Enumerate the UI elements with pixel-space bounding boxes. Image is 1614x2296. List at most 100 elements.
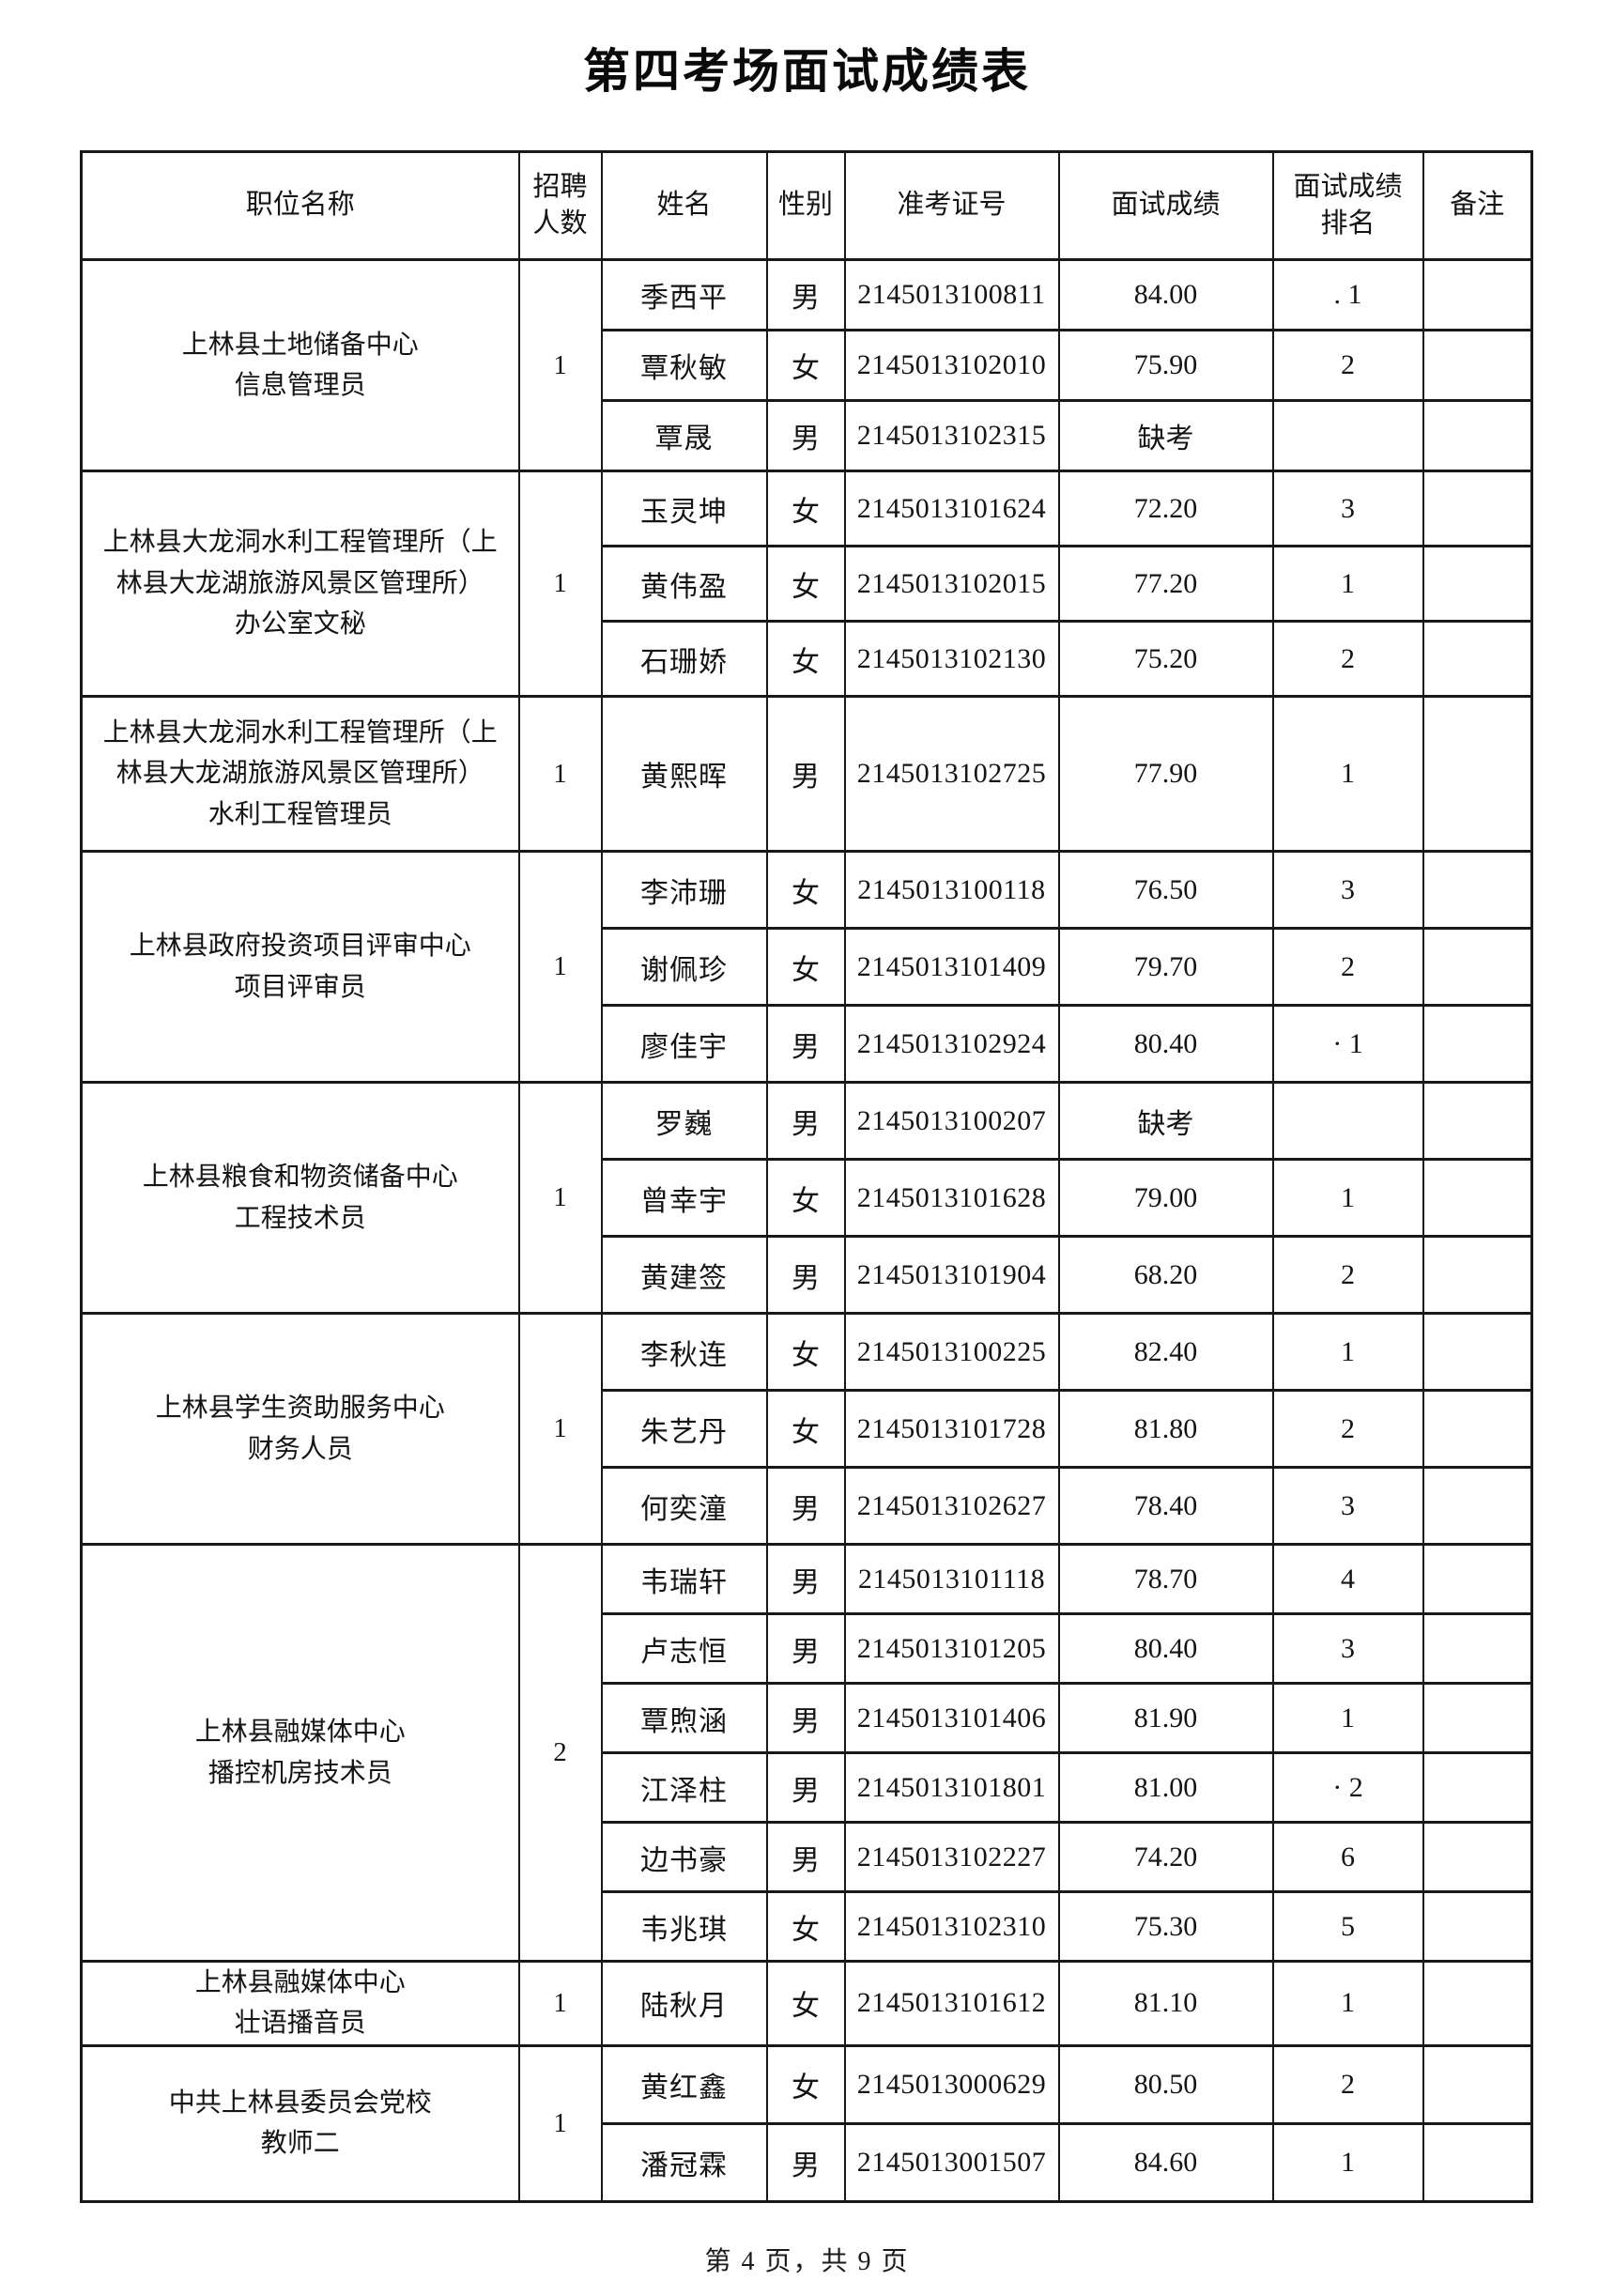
rank-cell: 2 xyxy=(1271,1389,1424,1469)
rank-cell: 1 xyxy=(1271,1960,1424,2047)
gender-cell: 男 xyxy=(765,1235,846,1315)
score-cell: 84.00 xyxy=(1057,258,1274,331)
gender-cell: 男 xyxy=(765,1751,846,1824)
gender-cell: 男 xyxy=(765,2121,846,2203)
rank-cell: · 2 xyxy=(1271,1751,1424,1824)
position-cell: 中共上林县委员会党校 教师二 xyxy=(80,2043,520,2203)
remark-cell xyxy=(1422,1543,1533,1615)
candidate-row: 上林县融媒体中心 播控机房技术员 2 韦瑞轩 男 2145013101118 7… xyxy=(80,1543,1533,1963)
column-header-name: 姓名 xyxy=(600,150,768,261)
candidate-row: 韦兆琪 女 2145013102310 75.30 5 xyxy=(82,1890,1533,1963)
ticket-number-cell: 2145013001507 xyxy=(843,2121,1060,2203)
remark-cell xyxy=(1422,2121,1533,2203)
candidate-name-cell: 韦兆琪 xyxy=(600,1890,768,1963)
gender-cell: 女 xyxy=(765,1890,846,1963)
candidate-row: 上林县学生资助服务中心 财务人员 1 李秋连 女 2145013100225 8… xyxy=(80,1312,1533,1546)
candidate-name-cell: 覃晟 xyxy=(600,399,768,472)
ticket-number-cell: 2145013101406 xyxy=(843,1682,1060,1754)
candidate-name-cell: 李沛珊 xyxy=(600,850,768,930)
rank-cell: 2 xyxy=(1271,620,1424,698)
gender-cell: 女 xyxy=(765,850,846,930)
page-footer: 第 4 页，共 9 页 xyxy=(704,2247,910,2276)
candidate-name-cell: 韦瑞轩 xyxy=(600,1543,768,1615)
score-cell: 82.40 xyxy=(1057,1312,1274,1392)
column-header-position: 职位名称 xyxy=(80,150,520,261)
rank-cell: 1 xyxy=(1271,695,1424,853)
candidate-row: 中共上林县委员会党校 教师二 1 黄红鑫 女 2145013000629 80.… xyxy=(80,2043,1533,2203)
score-cell: 75.20 xyxy=(1057,620,1274,698)
ticket-number-cell: 2145013101409 xyxy=(843,927,1060,1007)
rank-cell: 1 xyxy=(1271,1158,1424,1238)
remark-cell xyxy=(1422,1389,1533,1469)
score-cell: 78.40 xyxy=(1057,1466,1274,1546)
page-title: 第四考场面试成绩表 xyxy=(583,45,1031,98)
candidate-name-cell: 曾幸宇 xyxy=(600,1158,768,1238)
column-header-remarks: 备注 xyxy=(1422,150,1533,261)
position-cell: 上林县大龙洞水利工程管理所（上 林县大龙湖旅游风景区管理所） 水利工程管理员 xyxy=(80,695,520,853)
candidate-name-cell: 卢志恒 xyxy=(600,1612,768,1685)
rank-cell: . 1 xyxy=(1271,258,1424,331)
candidate-name-cell: 李秋连 xyxy=(600,1312,768,1392)
rank-cell: 2 xyxy=(1271,2043,1424,2125)
gender-cell: 女 xyxy=(765,1158,846,1238)
candidate-name-cell: 边书豪 xyxy=(600,1821,768,1893)
position-cell: 上林县融媒体中心 播控机房技术员 xyxy=(80,1543,520,1963)
candidate-row: 石珊娇 女 2145013102130 75.20 2 xyxy=(82,620,1533,698)
recruit-count-cell: 1 xyxy=(517,695,603,853)
candidate-row: 江泽柱 男 2145013101801 81.00 · 2 xyxy=(82,1751,1533,1824)
candidate-row: 潘冠霖 男 2145013001507 84.60 1 xyxy=(82,2121,1533,2203)
score-cell: 77.20 xyxy=(1057,545,1274,623)
rank-cell: 3 xyxy=(1271,850,1424,930)
candidate-name-cell: 朱艺丹 xyxy=(600,1389,768,1469)
recruit-count-cell: 1 xyxy=(517,258,603,472)
recruit-count-cell: 2 xyxy=(517,1543,603,1963)
ticket-number-cell: 2145013101801 xyxy=(843,1751,1060,1824)
remark-cell xyxy=(1422,329,1533,402)
remark-cell xyxy=(1422,399,1533,472)
recruit-count-cell: 1 xyxy=(517,850,603,1084)
score-cell: 72.20 xyxy=(1057,470,1274,547)
rank-cell: 2 xyxy=(1271,329,1424,402)
rank-cell: 1 xyxy=(1271,2121,1424,2203)
candidate-name-cell: 陆秋月 xyxy=(600,1960,768,2047)
candidate-name-cell: 廖佳宇 xyxy=(600,1004,768,1084)
column-header-recruit-count: 招聘 人数 xyxy=(517,150,603,261)
candidate-name-cell: 玉灵坤 xyxy=(600,470,768,547)
score-cell: 75.30 xyxy=(1057,1890,1274,1963)
candidate-row: 覃秋敏 女 2145013102010 75.90 2 xyxy=(82,329,1533,402)
gender-cell: 男 xyxy=(765,1612,846,1685)
candidate-row: 上林县融媒体中心 壮语播音员 1 陆秋月 女 2145013101612 81.… xyxy=(80,1960,1533,2047)
recruit-count-cell: 1 xyxy=(517,1312,603,1546)
candidate-row: 卢志恒 男 2145013101205 80.40 3 xyxy=(82,1612,1533,1685)
position-cell: 上林县大龙洞水利工程管理所（上 林县大龙湖旅游风景区管理所） 办公室文秘 xyxy=(80,470,520,698)
candidate-name-cell: 潘冠霖 xyxy=(600,2121,768,2203)
rank-cell: 3 xyxy=(1271,470,1424,547)
remark-cell xyxy=(1422,1081,1533,1161)
ticket-number-cell: 2145013102315 xyxy=(843,399,1060,472)
gender-cell: 男 xyxy=(765,1466,846,1546)
gender-cell: 女 xyxy=(765,1312,846,1392)
remark-cell xyxy=(1422,545,1533,623)
score-cell: 84.60 xyxy=(1057,2121,1274,2203)
candidate-name-cell: 罗巍 xyxy=(600,1081,768,1161)
column-header-gender: 性别 xyxy=(765,150,846,261)
ticket-number-cell: 2145013101612 xyxy=(843,1960,1060,2047)
score-cell: 80.50 xyxy=(1057,2043,1274,2125)
ticket-number-cell: 2145013100225 xyxy=(843,1312,1060,1392)
candidate-row: 廖佳宇 男 2145013102924 80.40 · 1 xyxy=(82,1004,1533,1084)
gender-cell: 男 xyxy=(765,1682,846,1754)
candidate-row: 上林县粮食和物资储备中心 工程技术员 1 罗巍 男 2145013100207 … xyxy=(80,1081,1533,1315)
ticket-number-cell: 2145013102924 xyxy=(843,1004,1060,1084)
remark-cell xyxy=(1422,1235,1533,1315)
score-cell: 78.70 xyxy=(1057,1543,1274,1615)
recruit-count-cell: 1 xyxy=(517,470,603,698)
gender-cell: 女 xyxy=(765,329,846,402)
candidate-row: 上林县土地储备中心 信息管理员 1 季西平 男 2145013100811 84… xyxy=(80,258,1533,472)
rank-cell: · 1 xyxy=(1271,1004,1424,1084)
ticket-number-cell: 2145013101904 xyxy=(843,1235,1060,1315)
remark-cell xyxy=(1422,1890,1533,1963)
gender-cell: 女 xyxy=(765,1389,846,1469)
score-cell: 74.20 xyxy=(1057,1821,1274,1893)
rank-cell xyxy=(1271,1081,1424,1161)
position-cell: 上林县融媒体中心 壮语播音员 xyxy=(80,1960,520,2047)
